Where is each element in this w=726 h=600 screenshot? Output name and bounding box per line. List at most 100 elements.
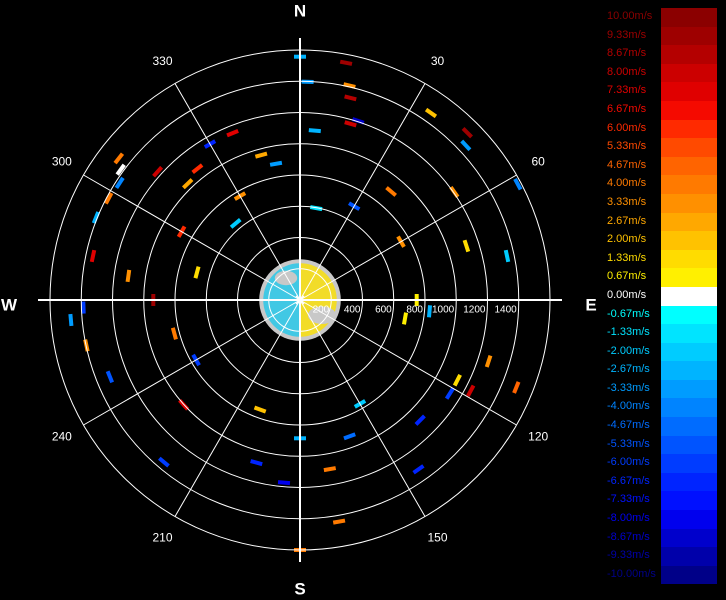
legend-entry: -6.67m/s <box>605 472 717 492</box>
legend-entry: 0.67m/s <box>605 268 717 287</box>
legend-entry: -1.33m/s <box>605 324 717 343</box>
echo-cell <box>193 266 201 279</box>
legend-swatch <box>661 472 717 492</box>
azimuth-spoke <box>174 299 301 517</box>
legend-swatch <box>661 212 717 232</box>
azimuth-label: 150 <box>427 530 447 544</box>
legend-entry: 10.00m/s <box>605 8 717 27</box>
direction-label-north: N <box>294 1 306 20</box>
azimuth-label: 210 <box>152 530 172 544</box>
echo-cell <box>125 269 132 283</box>
echo-cell <box>332 518 346 525</box>
legend-label: -8.00m/s <box>607 512 650 525</box>
legend-swatch <box>661 417 717 436</box>
legend-label: -6.00m/s <box>607 456 650 469</box>
legend-swatch <box>661 119 717 139</box>
echo-cell <box>484 354 493 368</box>
legend-swatch <box>661 361 717 380</box>
legend-label: -2.00m/s <box>607 344 650 357</box>
legend-swatch <box>661 175 717 194</box>
legend-swatch <box>661 193 717 213</box>
azimuth-spoke <box>299 83 426 301</box>
echo-cell <box>414 414 426 426</box>
azimuth-spoke <box>174 83 301 301</box>
azimuth-label: 300 <box>52 155 72 169</box>
echo-cell <box>339 59 353 66</box>
legend-label: -10.00m/s <box>607 567 656 580</box>
direction-label-east: E <box>585 295 596 314</box>
legend-swatch <box>661 156 717 176</box>
legend-entry: 8.67m/s <box>605 45 717 64</box>
legend-entry: 6.00m/s <box>605 119 717 139</box>
legend-entry: 6.67m/s <box>605 100 717 120</box>
echo-cell <box>105 370 115 384</box>
echo-cell <box>158 456 170 468</box>
legend-swatch <box>661 454 717 473</box>
echo-cell <box>460 139 472 152</box>
echo-cell <box>308 128 321 134</box>
legend-label: 0.00m/s <box>607 288 647 301</box>
legend-entry: -3.33m/s <box>605 379 717 399</box>
echo-cell <box>512 381 521 394</box>
legend-entry: 4.67m/s <box>605 156 717 176</box>
echo-cell <box>277 480 291 486</box>
echo-cell <box>226 128 239 138</box>
legend-entry: -2.00m/s <box>605 342 717 362</box>
legend-entry: -0.67m/s <box>605 305 717 325</box>
legend-label: -0.67m/s <box>607 307 650 320</box>
legend-swatch <box>661 286 717 306</box>
legend-label: 9.33m/s <box>607 28 647 41</box>
range-label: 400 <box>344 305 361 316</box>
legend-swatch <box>661 528 717 548</box>
legend-label: -6.67m/s <box>607 474 650 487</box>
legend-label: 3.33m/s <box>607 195 647 208</box>
azimuth-label: 60 <box>531 155 545 169</box>
legend-swatch <box>661 324 717 343</box>
legend-swatch <box>661 435 717 455</box>
legend-swatch <box>661 63 717 83</box>
legend-label: -2.67m/s <box>607 363 650 376</box>
legend-swatch <box>661 510 717 529</box>
legend-swatch <box>661 565 717 585</box>
echo-cell <box>91 211 101 224</box>
echo-cell <box>152 165 164 178</box>
echo-cell <box>89 249 97 263</box>
legend-label: 7.33m/s <box>607 84 647 97</box>
legend-entry: -8.67m/s <box>605 528 717 548</box>
legend-label: 0.67m/s <box>607 270 647 283</box>
legend-label: -7.33m/s <box>607 493 650 506</box>
echo-cell <box>462 239 471 253</box>
legend-entry: -9.33m/s <box>605 547 717 566</box>
legend-swatch <box>661 100 717 120</box>
azimuth-spoke <box>299 174 517 301</box>
legend-entry: 0.00m/s <box>605 286 717 306</box>
direction-label-south: S <box>294 579 305 598</box>
legend-swatch <box>661 26 717 46</box>
echo-cell <box>115 163 126 176</box>
echo-cell <box>513 177 523 191</box>
echo-cell <box>113 152 125 165</box>
azimuth-label: 330 <box>152 54 172 68</box>
legend-label: 1.33m/s <box>607 251 647 264</box>
legend-label: 6.67m/s <box>607 102 647 115</box>
range-label: 1000 <box>432 305 455 316</box>
velocity-legend: 10.00m/s 9.33m/s 8.67m/s 8.00m/s 7.33m/s 6.67… <box>605 8 717 585</box>
echo-cell <box>254 151 268 159</box>
legend-entry: -8.00m/s <box>605 510 717 529</box>
legend-entry: 7.33m/s <box>605 82 717 101</box>
legend-label: 8.00m/s <box>607 65 647 78</box>
azimuth-spoke <box>83 299 301 426</box>
legend-label: -8.67m/s <box>607 530 650 543</box>
legend-entry: 1.33m/s <box>605 249 717 269</box>
radar-ppi-plot: N S W E 30 60 120 150 210 240 300 330 200 400 600 800 10… <box>1 1 597 598</box>
range-label: 600 <box>375 305 392 316</box>
legend-entry: -6.00m/s <box>605 454 717 473</box>
echo-cell <box>412 464 425 475</box>
legend-label: 4.00m/s <box>607 177 647 190</box>
echo-cell <box>68 313 74 327</box>
echo-cell <box>503 249 511 263</box>
legend-entry: -5.33m/s <box>605 435 717 455</box>
echo-cell <box>452 373 462 387</box>
radar-site-marker <box>295 295 305 305</box>
azimuth-label: 240 <box>52 430 72 444</box>
